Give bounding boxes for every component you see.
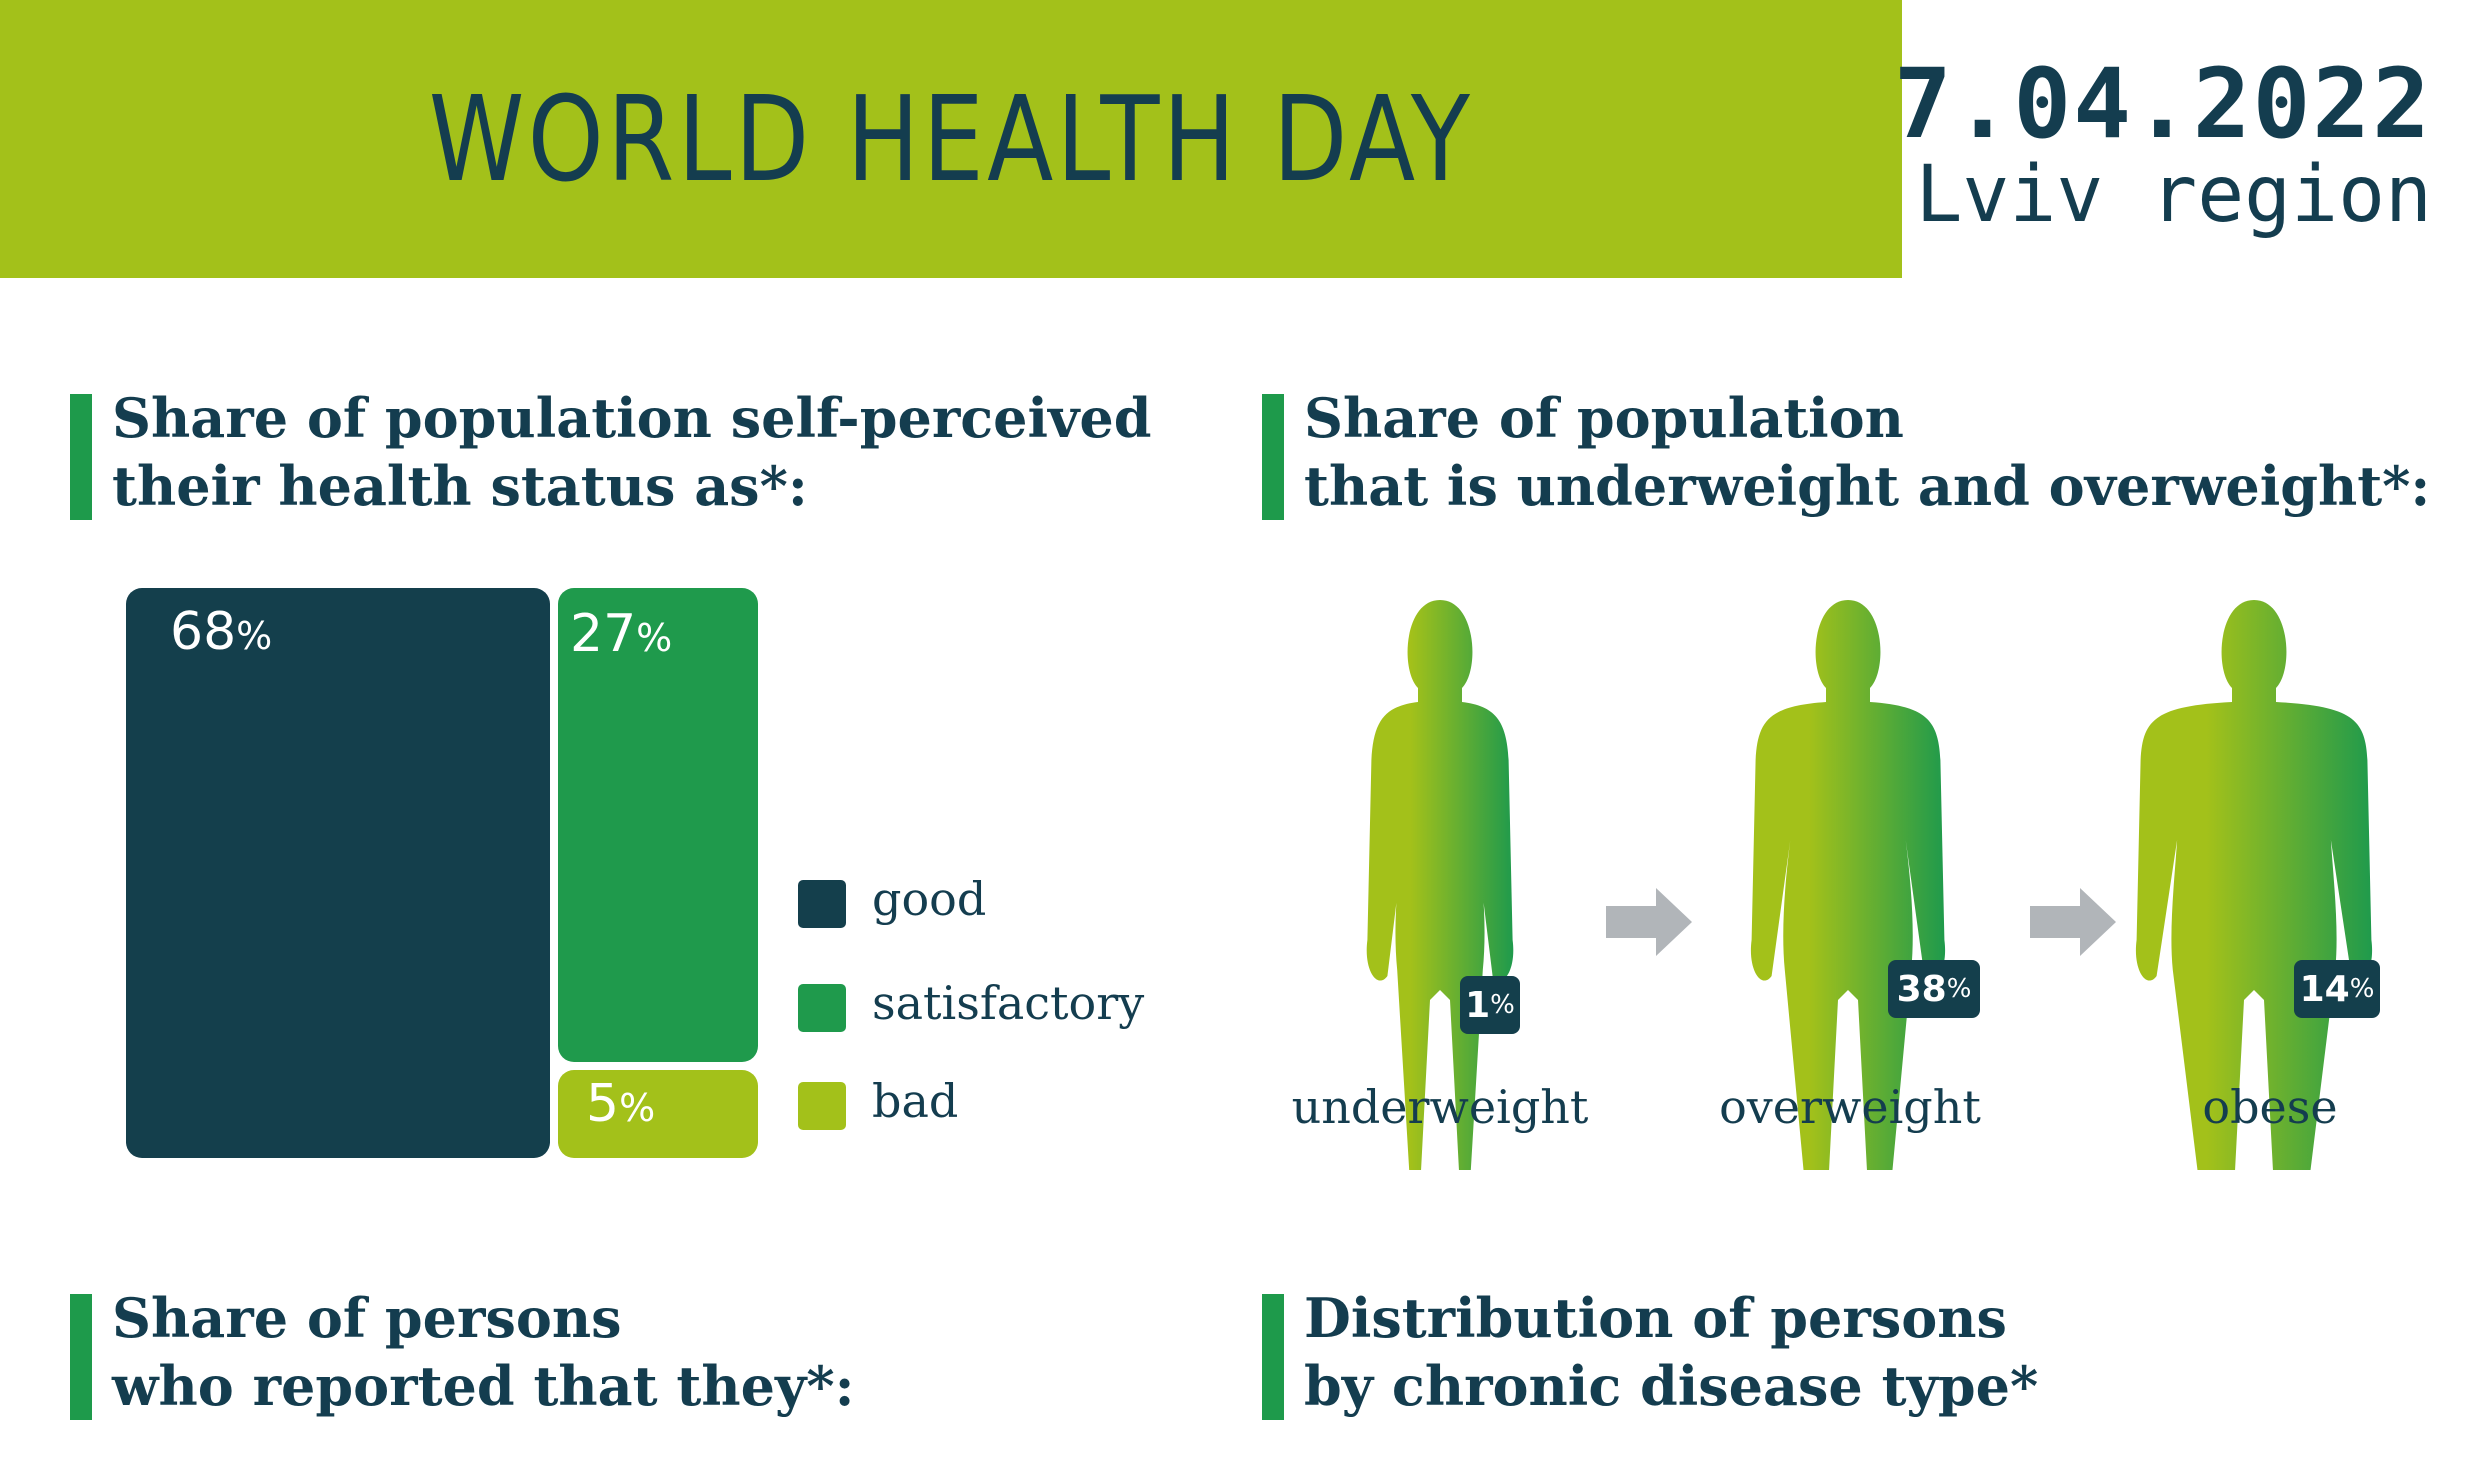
reported-title-line2: who reported that they*: (112, 1354, 855, 1418)
health-status-title-line2: their health status as*: (112, 454, 808, 518)
treemap-value-label: 5% (586, 1074, 655, 1134)
region-label: Lviv region (1915, 150, 2432, 240)
health-status-title-line1: Share of population self-perceived (112, 386, 1152, 450)
person-silhouette-overweight (1750, 600, 1946, 1170)
value-badge-number: 14 (2299, 968, 2350, 1010)
weight-title-line1: Share of population (1304, 386, 1904, 450)
treemap-tile-bad: 5% (558, 1070, 758, 1158)
treemap-value-number: 5 (586, 1074, 620, 1134)
legend-swatch-good (798, 880, 846, 928)
treemap-value-number: 27 (570, 604, 637, 664)
legend-label-bad: bad (872, 1074, 959, 1128)
treemap-tile-good: 68% (126, 588, 550, 1158)
treemap-value-label: 68% (170, 602, 272, 662)
treemap-value-number: 68 (170, 602, 237, 662)
figure-label-obese: obese (2202, 1080, 2338, 1134)
treemap-value-unit: % (236, 614, 273, 658)
legend-label-good: good (872, 872, 987, 926)
value-badge-number: 38 (1896, 968, 1947, 1010)
legend-label-satisfactory: satisfactory (872, 976, 1145, 1030)
legend-swatch-bad (798, 1082, 846, 1130)
header-banner (0, 0, 1902, 278)
value-badge-unit: % (2349, 974, 2375, 1004)
chronic-title-line2: by chronic disease type* (1304, 1354, 2039, 1418)
section-accent-bar (70, 1294, 92, 1420)
arrow-right-icon (2030, 888, 2116, 956)
page-title: WORLD HEALTH DAY (428, 70, 1474, 208)
treemap-tile-satisfactory: 27% (558, 588, 758, 1062)
arrow-right-icon (1606, 888, 1692, 956)
reported-title-line1: Share of persons (112, 1286, 622, 1350)
treemap-value-label: 27% (570, 604, 672, 664)
section-accent-bar (1262, 1294, 1284, 1420)
person-silhouette-obese (2135, 600, 2373, 1170)
value-badge-underweight: 1% (1460, 976, 1520, 1034)
weight-title: Share of population that is underweight … (1304, 384, 2430, 520)
event-date: 7.04.2022 (1893, 48, 2432, 160)
value-badge-unit: % (1490, 990, 1515, 1020)
treemap-value-unit: % (636, 616, 673, 660)
weight-title-line2: that is underweight and overweight*: (1304, 454, 2431, 518)
value-badge-overweight: 38% (1888, 960, 1980, 1018)
reported-title: Share of persons who reported that they*… (112, 1284, 855, 1420)
section-accent-bar (70, 394, 92, 520)
treemap-value-unit: % (619, 1086, 656, 1130)
figure-label-overweight: overweight (1719, 1080, 1981, 1134)
chronic-title: Distribution of persons by chronic disea… (1304, 1284, 2038, 1420)
section-accent-bar (1262, 394, 1284, 520)
legend-swatch-satisfactory (798, 984, 846, 1032)
value-badge-obese: 14% (2294, 960, 2380, 1018)
value-badge-number: 1 (1465, 984, 1491, 1026)
value-badge-unit: % (1946, 974, 1972, 1004)
health-status-title: Share of population self-perceived their… (112, 384, 1152, 520)
figure-label-underweight: underweight (1291, 1080, 1589, 1134)
chronic-title-line1: Distribution of persons (1304, 1286, 2007, 1350)
